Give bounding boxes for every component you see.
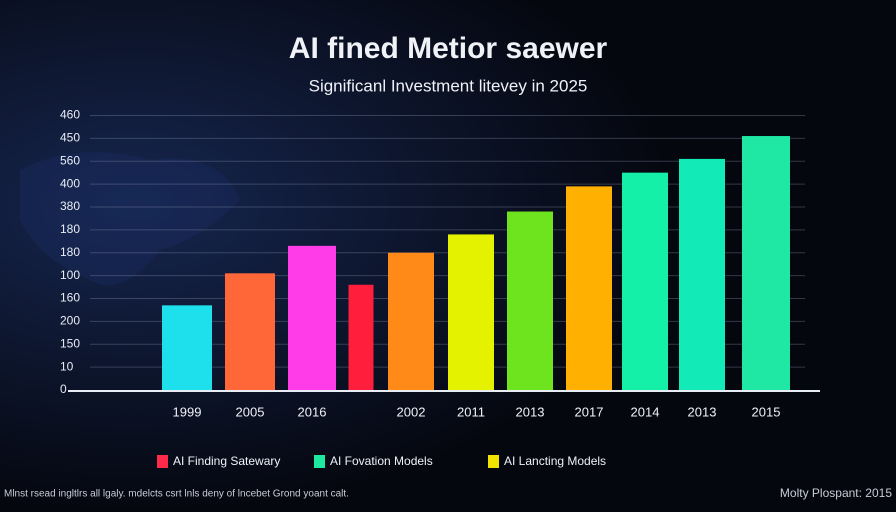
x-tick-label: 2013 <box>516 404 545 419</box>
y-tick-label: 10 <box>60 359 74 373</box>
y-tick-label: 100 <box>60 268 80 282</box>
chart-subtitle: Significanl Investment litevey in 2025 <box>309 76 588 95</box>
y-tick-label: 160 <box>60 291 80 305</box>
footer-note: Mlnst rsead ingltlrs all lgaly. mdelcts … <box>4 489 349 500</box>
legend-swatch <box>314 455 325 468</box>
bar <box>348 284 374 390</box>
y-tick-label: 400 <box>60 176 80 190</box>
x-tick-label: 2015 <box>752 404 781 419</box>
map-shape <box>20 152 240 286</box>
y-tick-label: 180 <box>60 245 80 259</box>
legend-swatch <box>488 455 499 468</box>
bar <box>448 234 494 390</box>
legend-label: AI Fovation Models <box>330 454 433 468</box>
x-tick-label: 2017 <box>575 404 604 419</box>
legend-swatch <box>157 455 168 468</box>
y-tick-label: 0 <box>60 382 67 396</box>
bar <box>622 172 668 390</box>
y-tick-label: 560 <box>60 153 80 167</box>
x-tick-label: 2016 <box>298 404 327 419</box>
bar <box>288 245 336 390</box>
y-tick-label: 380 <box>60 199 80 213</box>
x-tick-label: 1999 <box>173 404 202 419</box>
y-tick-label: 180 <box>60 222 80 236</box>
legend-label: AI Finding Satewary <box>173 454 280 468</box>
bar <box>388 252 434 390</box>
y-tick-label: 450 <box>60 130 80 144</box>
bar <box>566 186 612 390</box>
bar <box>679 158 725 390</box>
bar <box>742 136 790 390</box>
y-tick-label: 460 <box>60 108 80 122</box>
x-tick-label: 2011 <box>457 404 485 419</box>
x-tick-label: 2013 <box>688 404 717 419</box>
y-tick-label: 150 <box>60 336 80 350</box>
legend-label: AI Lancting Models <box>504 454 606 468</box>
x-tick-label: 2014 <box>631 404 660 419</box>
bar <box>225 273 275 390</box>
footer-source: Molty Plospant: 2015 <box>780 486 892 500</box>
x-tick-label: 2005 <box>236 404 265 419</box>
x-tick-label: 2002 <box>397 404 426 419</box>
bar <box>507 211 553 390</box>
bar <box>162 305 212 390</box>
y-tick-label: 200 <box>60 314 80 328</box>
chart-title: AI fined Metior saewer <box>289 32 608 65</box>
